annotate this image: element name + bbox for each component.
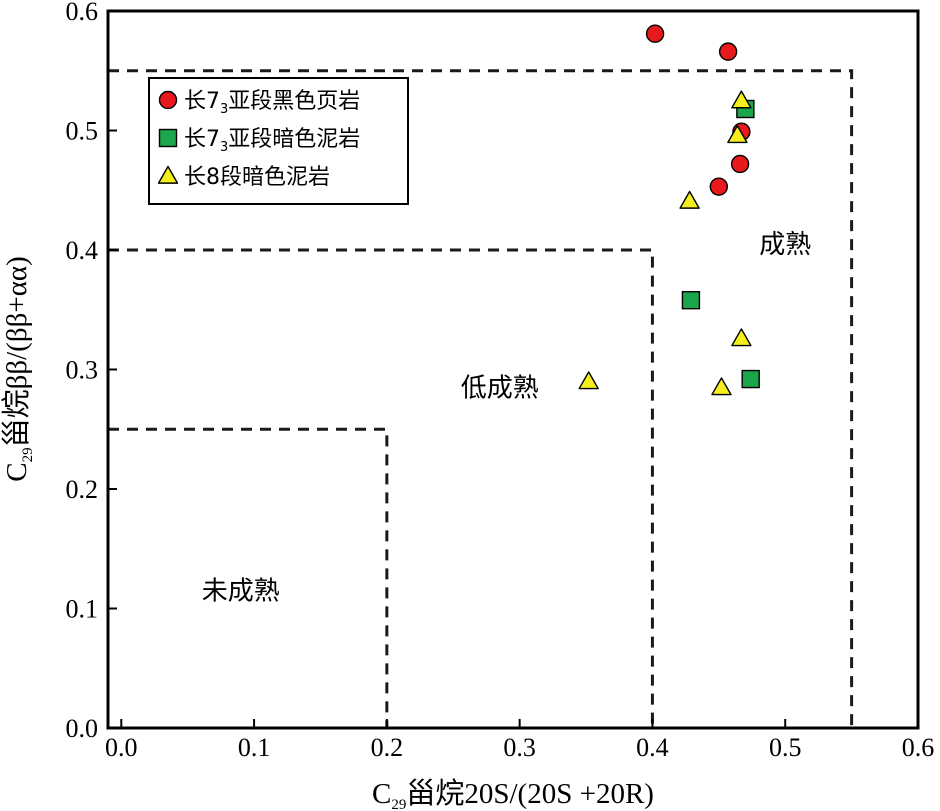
x-tick-label: 0.2 <box>371 733 404 762</box>
data-point-circle <box>718 42 738 61</box>
data-point-circle <box>709 177 729 196</box>
data-point-triangle <box>679 190 700 209</box>
y-axis-title: C29甾烷ββ/(ββ+αα) <box>0 256 36 481</box>
maturity-regions: 未成熟 低成熟 成熟 <box>108 69 854 728</box>
data-point-triangle <box>578 371 599 390</box>
legend-marker-circle <box>158 90 178 110</box>
legend-box <box>148 77 409 205</box>
axis-ticks: 0.0 0.1 0.2 0.3 0.4 0.5 0.6 0.0 0.1 0.2 0.3 0.4 0.5 0… <box>66 0 935 762</box>
y-tick-label: 0.5 <box>66 117 99 146</box>
region-boundary <box>108 69 854 728</box>
x-tick-label: 0.3 <box>503 733 536 762</box>
y-tick-label: 0.4 <box>66 236 99 265</box>
data-point-triangle <box>711 377 732 396</box>
legend-marker-square <box>158 128 178 148</box>
x-tick-label: 0.5 <box>769 733 802 762</box>
data-point-triangle <box>731 90 752 109</box>
x-tick-label: 0.6 <box>902 733 935 762</box>
x-tick-label: 0.0 <box>105 733 138 762</box>
data-point-square <box>681 290 701 310</box>
legend-label: 长73亚段黑色页岩 <box>184 89 360 117</box>
region-boundary <box>108 427 389 728</box>
legend-label: 长8段暗色泥岩 <box>184 165 330 190</box>
x-tick-label: 0.1 <box>238 733 271 762</box>
data-point-triangle <box>731 328 752 347</box>
x-tick-label: 0.4 <box>636 733 669 762</box>
y-tick-label: 0.2 <box>66 475 99 504</box>
region-label: 低成熟 <box>461 373 539 403</box>
data-point-circle <box>730 154 750 174</box>
y-tick-label: 0.6 <box>66 0 99 26</box>
y-tick-label: 0.0 <box>66 714 99 743</box>
axis-titles: C29甾烷20S/(20S +20R) C29甾烷ββ/(ββ+αα) <box>0 256 654 811</box>
region-boundary <box>108 248 654 728</box>
data-point-square <box>741 369 760 389</box>
data-point-triangle <box>727 125 748 144</box>
y-tick-label: 0.3 <box>66 356 99 385</box>
region-label: 未成熟 <box>202 577 280 607</box>
region-label: 成熟 <box>759 230 811 260</box>
x-axis-title: C29甾烷20S/(20S +20R) <box>372 777 654 811</box>
y-tick-label: 0.1 <box>66 595 99 624</box>
data-points <box>578 24 760 396</box>
legend-label: 长73亚段暗色泥岩 <box>184 127 360 155</box>
legend-marker-triangle <box>157 165 179 184</box>
data-point-circle <box>645 24 665 43</box>
